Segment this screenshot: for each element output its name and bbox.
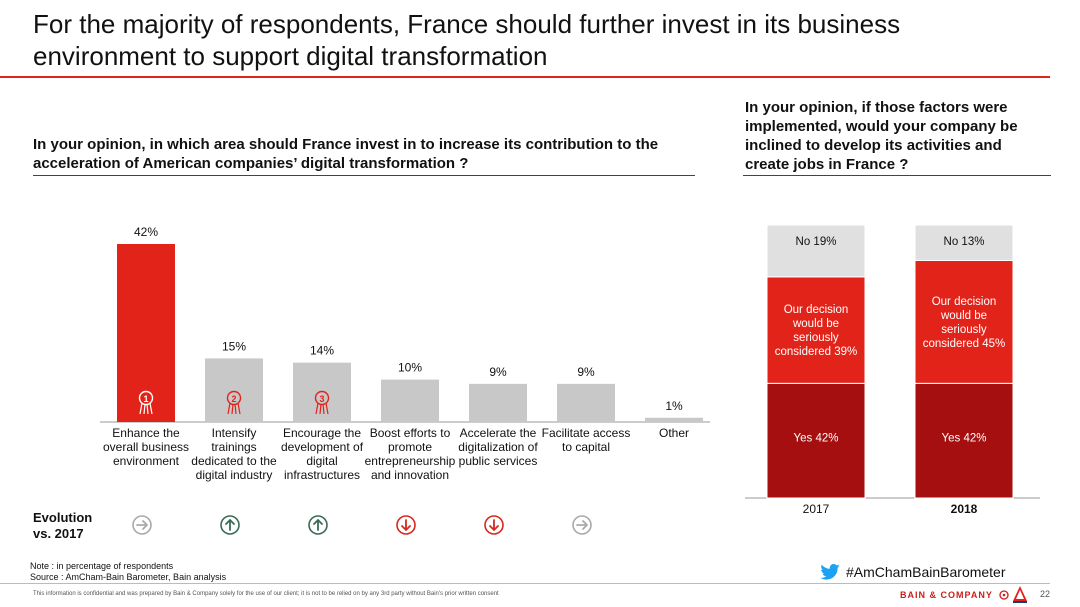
footer-divider [0, 583, 1050, 584]
bar-value-label: 42% [134, 225, 158, 239]
evolution-up-icon [308, 515, 328, 535]
rank-badge-icon: 2 [226, 390, 242, 415]
evolution-down-icon [396, 515, 416, 535]
rank-badge-icon: 1 [138, 390, 154, 415]
twitter-hashtag: #AmChamBainBarometer [820, 563, 1006, 581]
year-label: 2017 [803, 502, 830, 516]
page-title: For the majority of respondents, France … [33, 9, 901, 71]
evolution-neutral-icon [132, 515, 152, 535]
category-label: Other [658, 426, 689, 440]
evolution-neutral-icon [572, 515, 592, 535]
category-label: Enhance the overall business environment [102, 426, 190, 468]
stack-segment [766, 382, 866, 499]
stack-segment-label: No 13% [944, 236, 985, 248]
bar-value-label: 10% [398, 361, 422, 375]
year-label: 2018 [951, 502, 978, 516]
category-label: Intensify trainings dedicated to the dig… [191, 426, 277, 482]
bar-4 [381, 379, 439, 422]
brand-text: BAIN & COMPANY [900, 590, 993, 600]
left-question: In your opinion, in which area should Fr… [33, 136, 659, 172]
stack-segment-label: Yes 42% [942, 433, 987, 445]
bar-value-label: 9% [489, 365, 507, 379]
category-label: Accelerate the digitalization of public … [458, 426, 538, 468]
twitter-icon [820, 564, 840, 580]
category-label: Encourage the development of digital inf… [280, 426, 364, 482]
brand-circle-icon [999, 590, 1009, 600]
note-text: Note : in percentage of respondents [30, 561, 174, 571]
evolution-label: Evolution vs. 2017 [33, 510, 93, 541]
stack-segment-label: Our decision would be seriously considered … [775, 304, 857, 358]
stack-segment [914, 224, 1014, 261]
right-question-divider [743, 175, 1051, 176]
bar-5 [469, 383, 527, 422]
disclaimer: This information is confidential and was… [33, 591, 499, 597]
stack-segment-label: Our decision would be seriously considered … [923, 296, 1005, 350]
stack-segment [914, 382, 1014, 499]
bar-1 [117, 244, 175, 422]
stack-segment [766, 224, 866, 278]
bar-3 [293, 362, 351, 422]
rank-number: 1 [143, 394, 148, 404]
stack-segment-label: Yes 42% [794, 433, 839, 445]
bar-2 [205, 358, 263, 422]
stack-segment [766, 276, 866, 384]
evolution-up-icon [220, 515, 240, 535]
category-label: Boost efforts to promote entrepreneurshi… [364, 426, 456, 482]
stack-segment [914, 259, 1014, 384]
rank-number: 3 [319, 394, 324, 404]
bar-value-label: 15% [222, 339, 246, 353]
bar-value-label: 14% [310, 344, 334, 358]
brand-logo: BAIN & COMPANY [900, 590, 1009, 600]
stack-segment-label: No 19% [796, 236, 837, 248]
bar-value-label: 9% [577, 365, 595, 379]
footnote: Note : in percentage of respondents Sour… [30, 561, 226, 583]
title-divider [0, 76, 1050, 78]
bar-value-label: 1% [665, 399, 683, 413]
evolution-down-icon [484, 515, 504, 535]
category-label: Facilitate access to capital [541, 426, 631, 454]
hashtag-text: #AmChamBainBarometer [846, 564, 1006, 580]
bar-6 [557, 383, 615, 422]
bar-7 [645, 417, 703, 422]
source-text: Source : AmCham-Bain Barometer, Bain ana… [30, 572, 227, 582]
left-question-divider [33, 175, 695, 176]
rank-number: 2 [231, 394, 236, 404]
amcham-logo-icon [1013, 586, 1027, 603]
rank-badge-icon: 3 [314, 390, 330, 415]
right-question: In your opinion, if those factors were i… [745, 99, 1018, 173]
page-number: 22 [1040, 589, 1051, 599]
